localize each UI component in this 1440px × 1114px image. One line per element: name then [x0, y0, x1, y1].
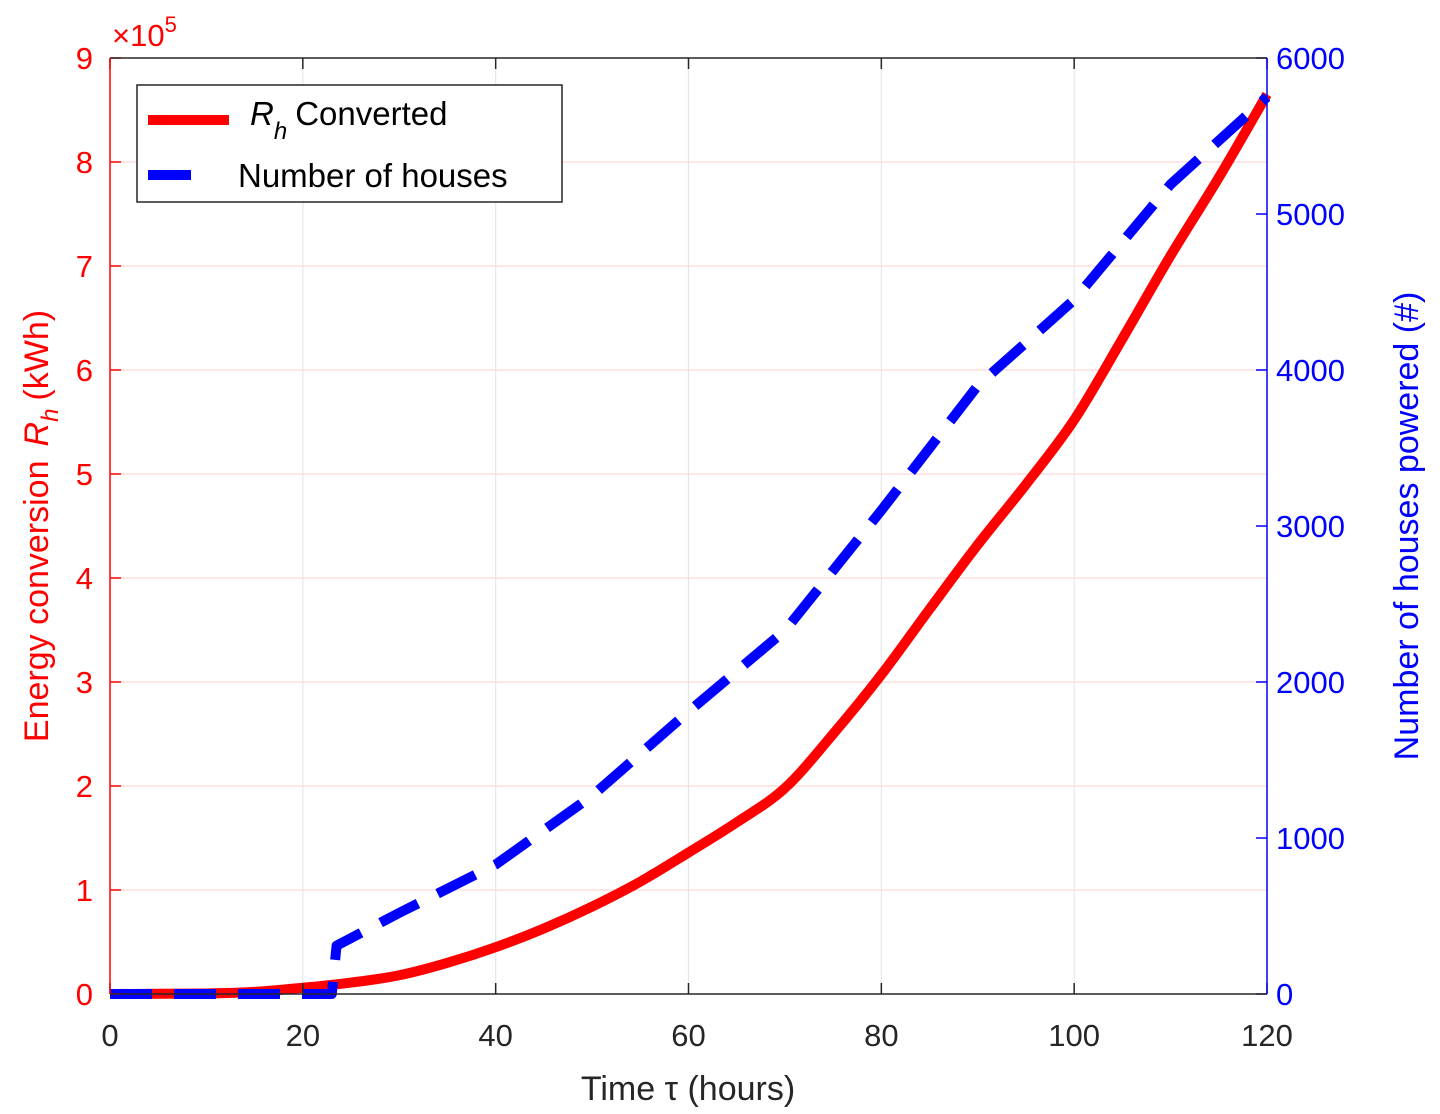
- y-right-tick-label: 0: [1276, 977, 1293, 1012]
- legend-box: [136, 84, 563, 203]
- y-left-tick-label: 0: [76, 977, 93, 1012]
- x-tick-label: 40: [478, 1018, 512, 1053]
- y-left-multiplier: ×105: [112, 12, 177, 53]
- y-left-tick-label: 1: [76, 873, 93, 908]
- x-axis-label: Time τ (hours): [581, 1070, 795, 1108]
- x-tick-label: 100: [1048, 1018, 1100, 1053]
- y-left-tick-label: 3: [76, 665, 93, 700]
- y-left-tick-label: 4: [76, 561, 93, 596]
- y-left-tick-label: 6: [76, 353, 93, 388]
- grid: [110, 58, 1267, 994]
- axes: 0 20 40 60 80 100 120 0 1 2 3 4 5 6 7 8 9 0 1000 2000 3000 40…: [76, 41, 1345, 1053]
- y-left-tick-label: 8: [76, 145, 93, 180]
- x-tick-label: 60: [671, 1018, 705, 1053]
- y-left-tick-label: 9: [76, 41, 93, 76]
- y-right-tick-label: 1000: [1276, 821, 1345, 856]
- y-right-tick-label: 4000: [1276, 353, 1345, 388]
- series-layer: [109, 91, 1272, 999]
- legend-entry-number-of-houses: Number of houses: [238, 157, 508, 194]
- x-tick-label: 0: [101, 1018, 118, 1053]
- y-left-tick-label: 5: [76, 457, 93, 492]
- y-right-axis-label: Number of houses powered (#): [1388, 292, 1426, 761]
- y-right-tick-label: 5000: [1276, 197, 1345, 232]
- x-tick-label: 20: [286, 1018, 320, 1053]
- x-tick-label: 120: [1241, 1018, 1293, 1053]
- y-left-tick-label: 7: [76, 249, 93, 284]
- legend: Rh Converted Number of houses: [136, 84, 563, 203]
- legend-entry-rh-converted: Rh Converted: [250, 95, 447, 145]
- x-tick-label: 80: [864, 1018, 898, 1053]
- series-line-rh-converted: [109, 91, 1272, 999]
- y-right-tick-label: 2000: [1276, 665, 1345, 700]
- y-right-tick-label: 6000: [1276, 41, 1345, 76]
- series-line-number-of-houses: [110, 93, 1271, 999]
- y-left-axis-label: Energy conversionRh(kWh): [18, 310, 64, 742]
- y-left-tick-label: 2: [76, 769, 93, 804]
- y-right-tick-label: 3000: [1276, 509, 1345, 544]
